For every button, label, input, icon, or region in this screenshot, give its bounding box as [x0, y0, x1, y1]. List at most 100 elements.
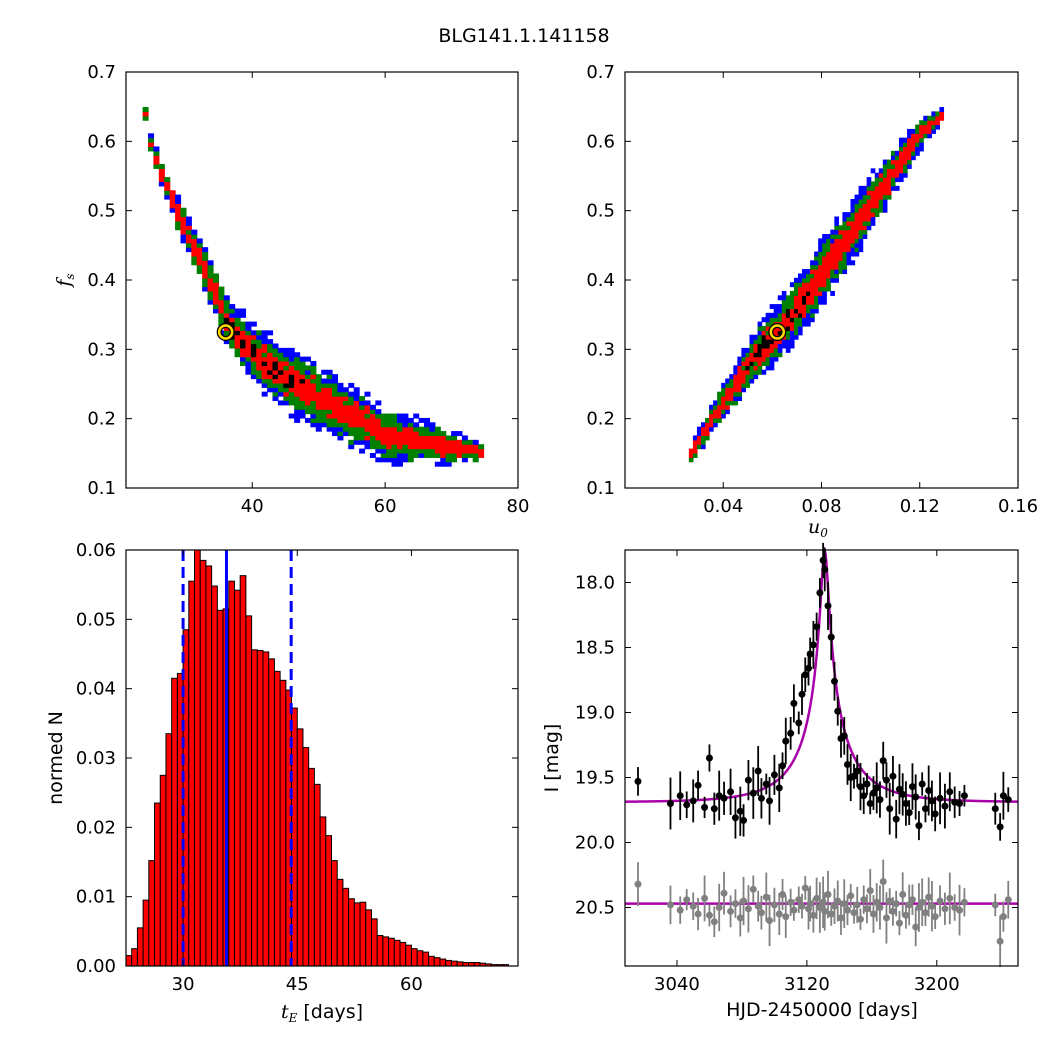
density-cell	[142, 107, 149, 113]
data-point	[787, 729, 795, 737]
residual-point	[798, 902, 806, 910]
residual-point	[689, 902, 697, 910]
density-cell	[434, 426, 441, 432]
density-cell	[202, 251, 209, 257]
density-cell	[721, 400, 726, 406]
density-cell	[315, 400, 322, 406]
density-cell	[745, 382, 751, 388]
density-cell	[326, 400, 333, 406]
data-point	[809, 641, 817, 649]
density-cell	[882, 194, 888, 200]
density-cell	[927, 120, 932, 126]
density-cell	[773, 330, 779, 336]
density-cell	[451, 444, 458, 450]
density-cell	[729, 400, 734, 406]
histogram-bar	[216, 609, 224, 967]
density-cell	[272, 369, 279, 375]
density-cell	[218, 317, 225, 323]
density-cell	[797, 290, 803, 296]
density-cell	[342, 396, 349, 402]
density-cell	[240, 334, 247, 340]
density-cell	[745, 361, 751, 366]
density-cell	[761, 334, 767, 340]
density-cell	[870, 216, 876, 222]
residual-point	[676, 906, 684, 914]
density-cell	[321, 409, 328, 415]
data-point	[757, 794, 765, 802]
density-cell	[261, 334, 268, 340]
density-cell	[802, 317, 807, 323]
density-cell	[369, 409, 376, 415]
density-cell	[789, 325, 795, 331]
density-cell	[757, 339, 763, 345]
density-cell	[321, 417, 328, 423]
density-cell	[185, 238, 192, 244]
histogram-bar	[296, 728, 304, 967]
density-cell	[692, 435, 698, 441]
density-cell	[931, 120, 936, 126]
density-cell	[838, 260, 844, 266]
histogram-bar	[428, 955, 435, 967]
density-cell	[391, 435, 398, 441]
density-cell	[862, 185, 868, 191]
density-cell	[196, 251, 203, 257]
density-cell	[391, 448, 398, 454]
density-cell	[451, 448, 458, 454]
density-cell	[353, 439, 360, 445]
histogram-bar	[313, 783, 321, 967]
density-cell	[283, 382, 290, 388]
density-cell	[402, 452, 409, 458]
density-cell	[402, 417, 409, 423]
density-cell	[721, 382, 726, 388]
density-cell	[737, 356, 742, 362]
x-axis-label: HJD-2450000 [days]	[726, 999, 918, 1021]
density-cell	[434, 452, 441, 458]
density-cell	[729, 387, 734, 393]
density-cell	[741, 352, 747, 358]
density-cell	[148, 146, 155, 152]
density-cell	[802, 295, 807, 301]
density-cell	[931, 124, 936, 130]
density-cell	[834, 273, 839, 279]
density-cell	[434, 448, 441, 454]
density-cell	[705, 435, 710, 441]
density-cell	[753, 343, 759, 349]
residual-point	[996, 937, 1004, 945]
density-cell	[445, 452, 452, 458]
density-cell	[797, 330, 803, 336]
density-cell	[850, 203, 856, 209]
density-cell	[878, 198, 884, 204]
density-cell	[321, 369, 328, 375]
density-cell	[882, 207, 888, 213]
y-tick-label: 0.3	[87, 339, 116, 360]
density-cell	[396, 422, 403, 428]
density-cell	[223, 325, 230, 331]
density-cell	[424, 417, 431, 423]
density-cell	[315, 417, 322, 423]
density-cell	[935, 124, 940, 130]
density-cell	[757, 330, 763, 336]
density-cell	[185, 220, 192, 226]
density-cell	[696, 444, 702, 450]
density-cell	[407, 457, 414, 463]
density-cell	[240, 347, 247, 353]
density-cell	[793, 304, 799, 310]
density-cell	[413, 435, 420, 441]
density-cell	[348, 431, 355, 437]
data-point	[853, 767, 861, 775]
density-cell	[245, 343, 252, 349]
density-cell	[749, 334, 755, 340]
density-cell	[315, 378, 322, 384]
density-cell	[396, 417, 403, 423]
density-cell	[218, 308, 225, 314]
density-cell	[822, 295, 827, 301]
density-cell	[713, 404, 718, 410]
density-cell	[359, 409, 366, 415]
density-cell	[866, 190, 872, 196]
density-cell	[882, 190, 888, 196]
density-cell	[818, 251, 823, 257]
density-cell	[310, 369, 317, 375]
density-cell	[850, 216, 856, 222]
density-cell	[907, 155, 912, 161]
density-cell	[838, 251, 844, 257]
